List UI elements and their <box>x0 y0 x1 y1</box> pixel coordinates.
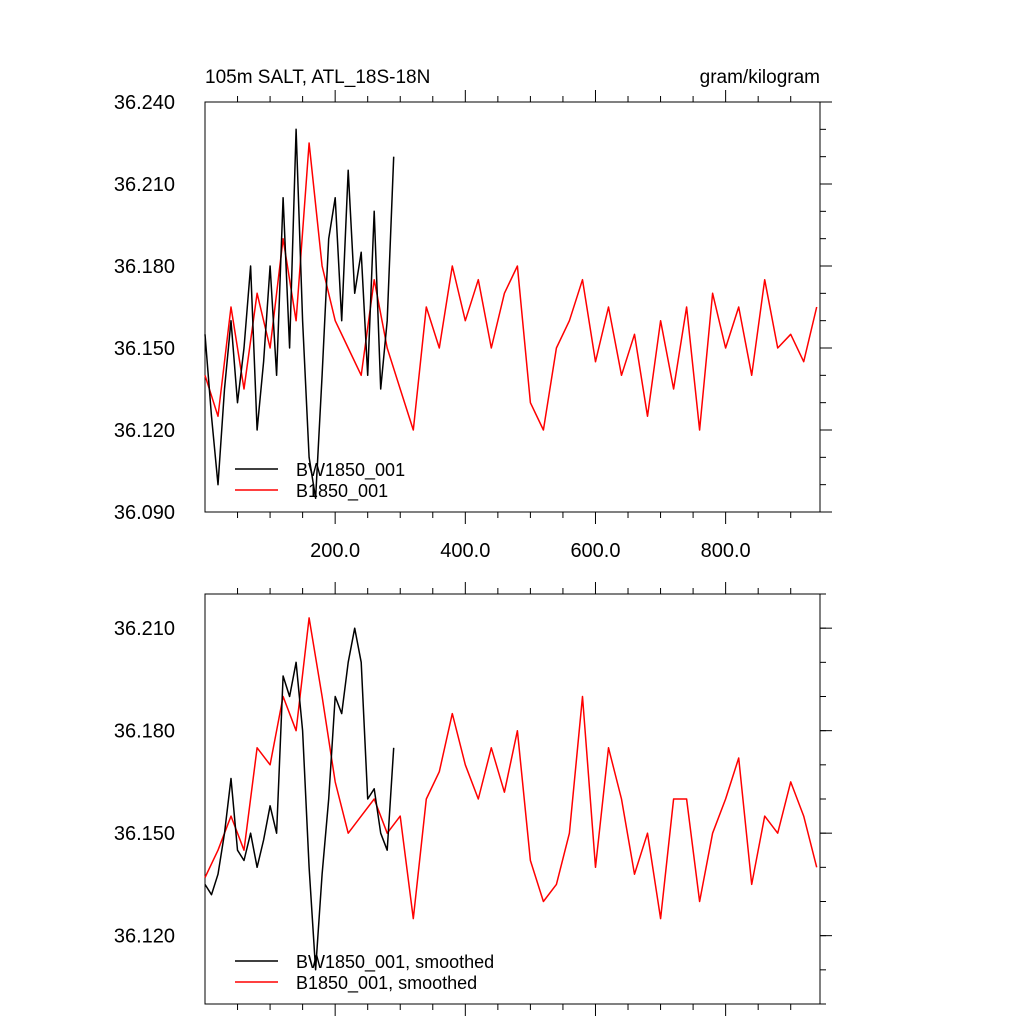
y-tick-label: 36.240 <box>114 92 175 114</box>
top-ticks <box>237 90 832 524</box>
legend-label: BW1850_001, smoothed <box>296 952 494 973</box>
y-tick-label: 36.180 <box>114 256 175 278</box>
series-line-bw1850 <box>204 128 395 500</box>
top-plot-frame <box>204 101 821 513</box>
y-tick-label: 36.150 <box>114 338 175 360</box>
y-tick-label: 36.120 <box>114 420 175 442</box>
legend-label: BW1850_001 <box>296 460 405 481</box>
bottom-plot-frame <box>204 593 821 1005</box>
bottom-ticks <box>237 582 832 1016</box>
x-tick-label: 200.0 <box>310 540 360 562</box>
bottom-y-tick-labels: 36.120 36.150 36.180 36.210 <box>114 618 175 948</box>
top-y-tick-labels: 36.090 36.120 36.150 36.180 36.210 36.240 <box>114 92 175 524</box>
y-tick-label: 36.150 <box>114 823 175 845</box>
legend-label: B1850_001, smoothed <box>296 973 477 994</box>
top-panel: 105m SALT, ATL_18S-18N gram/kilogram 200… <box>114 67 832 562</box>
series-line-b1850 <box>204 142 818 431</box>
series-line-bw1850 <box>204 627 395 971</box>
bottom-series <box>204 617 818 971</box>
y-tick-label: 36.210 <box>114 174 175 196</box>
x-tick-label: 800.0 <box>701 540 751 562</box>
top-series <box>204 128 818 500</box>
y-tick-label: 36.210 <box>114 618 175 640</box>
x-tick-label: 400.0 <box>440 540 490 562</box>
x-tick-label: 600.0 <box>570 540 620 562</box>
y-tick-label: 36.180 <box>114 721 175 743</box>
bottom-panel: 36.120 36.150 36.180 36.210 BW1850_001, smo… <box>114 582 832 1016</box>
y-tick-label: 36.120 <box>114 926 175 948</box>
series-line-b1850 <box>204 617 818 920</box>
top-title-left: 105m SALT, ATL_18S-18N <box>205 67 430 88</box>
top-title-right: gram/kilogram <box>700 67 820 88</box>
legend-label: B1850_001 <box>296 481 388 502</box>
top-x-tick-labels: 200.0 400.0 600.0 800.0 <box>310 540 751 562</box>
y-tick-label: 36.090 <box>114 502 175 524</box>
